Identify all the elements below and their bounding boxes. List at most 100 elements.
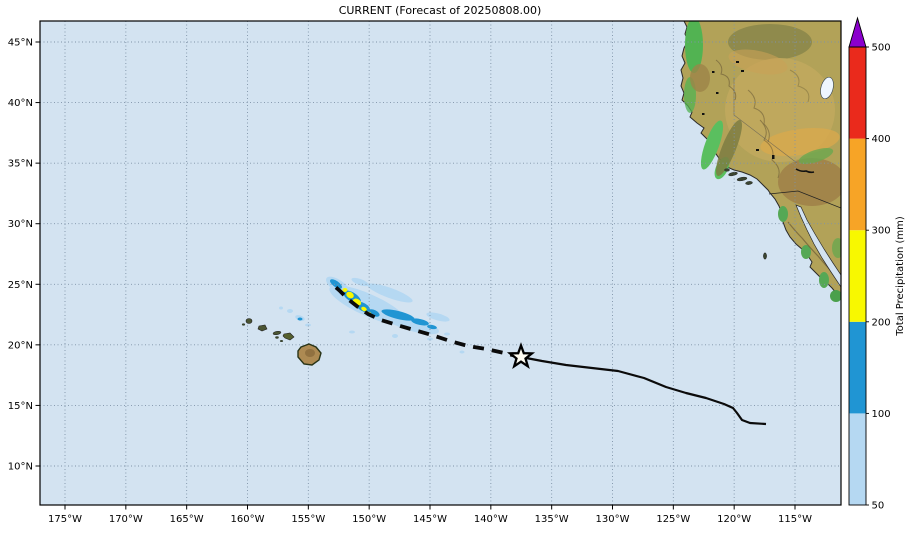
precip-blob-level-1 — [367, 283, 413, 303]
gridlines — [40, 21, 841, 505]
y-tick-label: 25°N — [8, 280, 33, 291]
lake-tahoe-mark — [716, 92, 719, 94]
precip-blob-level-1 — [392, 334, 398, 338]
colorbar-segment — [849, 413, 866, 505]
plot-border — [39, 20, 842, 506]
ridge-line — [789, 69, 810, 103]
terrain-central-valley — [700, 120, 724, 170]
terrain-klamath — [690, 64, 710, 92]
gulf-of-california — [795, 204, 841, 288]
precip-blob-level-2 — [297, 317, 303, 321]
colorbar-tick-label: 500 — [872, 43, 891, 54]
lake-mark — [756, 149, 759, 151]
x-tick-label: 160°W — [231, 514, 265, 525]
hawaii-islands — [241, 318, 322, 366]
terrain-mogollon — [798, 148, 834, 164]
terrain-green-pnw — [685, 21, 703, 73]
colorbar-over-arrow — [848, 16, 867, 48]
island-molokai — [272, 331, 282, 335]
precip-blob-level-2 — [330, 279, 342, 289]
state-border-line — [733, 78, 798, 164]
island-kauai — [245, 318, 253, 324]
x-axis: 175°W 170°W 165°W 160°W 155°W 150°W 145°W 140°W… — [48, 505, 812, 525]
colorbar-segment — [849, 47, 866, 139]
precip-blob-level-1 — [426, 312, 450, 322]
terrain-southwest — [778, 158, 841, 206]
colorbar-segment — [849, 230, 866, 322]
lake-mead-mark — [795, 168, 815, 174]
precip-blob-level-1 — [444, 332, 450, 336]
precip-blob-level-1 — [427, 337, 433, 341]
precip-blob-level-1 — [279, 306, 283, 310]
y-tick-label: 35°N — [8, 159, 33, 170]
x-tick-label: 165°W — [170, 514, 204, 525]
colorbar-tick-label: 50 — [872, 501, 885, 512]
colorbar-tick-label: 400 — [872, 134, 891, 145]
x-tick-label: 125°W — [656, 514, 690, 525]
y-tick-label: 20°N — [8, 340, 33, 351]
colorbar-outline — [848, 46, 867, 506]
terrain-baja-green-2 — [801, 245, 811, 259]
colorbar-tick-label: 200 — [872, 317, 891, 328]
y-tick-label: 40°N — [8, 98, 33, 109]
terrain-baja-green-1 — [778, 206, 788, 222]
island-oahu — [257, 324, 268, 332]
storm-track-solid — [520, 355, 767, 426]
terrain-baja-green-3 — [819, 272, 829, 288]
colorbar-tick-label: 300 — [872, 226, 891, 237]
x-tick-label: 115°W — [778, 514, 812, 525]
terrain-snake-plain — [728, 49, 788, 75]
terrain-baja-tip-green — [830, 290, 841, 302]
y-tick-label: 15°N — [8, 401, 33, 412]
terrain-sonora-green — [832, 238, 841, 258]
x-tick-label: 170°W — [109, 514, 143, 525]
x-tick-label: 175°W — [48, 514, 82, 525]
lake-mark — [702, 113, 705, 115]
precip-blob-level-2 — [411, 318, 429, 326]
precip-blob-level-1 — [349, 330, 355, 334]
x-tick-label: 140°W — [474, 514, 508, 525]
y-tick-label: 10°N — [8, 461, 33, 472]
precip-blob-level-1 — [287, 309, 293, 313]
colorbar-segment — [849, 321, 866, 414]
precip-blob-level-1 — [351, 277, 369, 287]
storm-position-star — [506, 342, 536, 370]
y-axis: 45°N 40°N 35°N 30°N 25°N 20°N 15°N 10°N — [8, 38, 40, 472]
precip-blob-level-2 — [381, 309, 415, 321]
salton-sea-mark — [772, 155, 775, 159]
precip-blob-level-3 — [342, 288, 348, 292]
great-salt-lake — [820, 76, 834, 100]
channel-islands — [724, 168, 767, 260]
precip-blob-level-1 — [305, 323, 311, 327]
precipitation-overlay — [279, 276, 465, 354]
precip-blob-level-2 — [427, 324, 437, 330]
chart-title: CURRENT (Forecast of 20250808.00) — [339, 4, 542, 17]
ridge-line — [747, 89, 770, 143]
terrain-sierra — [716, 120, 742, 176]
island-niihau — [241, 323, 246, 326]
colorbar: 50 100 200 300 400 500 — [848, 16, 891, 512]
x-tick-label: 150°W — [352, 514, 386, 525]
colorbar-segment — [849, 138, 866, 231]
baja-ridge-line — [787, 221, 835, 275]
precip-blob-level-3 — [346, 291, 354, 299]
x-tick-label: 155°W — [291, 514, 325, 525]
storm-track-dashed — [330, 282, 522, 359]
y-tick-label: 45°N — [8, 38, 33, 49]
x-tick-label: 130°W — [596, 514, 630, 525]
lake-mark — [741, 70, 744, 72]
precip-blob-level-3 — [361, 306, 367, 312]
x-tick-label: 145°W — [413, 514, 447, 525]
island-kahoolawe — [279, 340, 284, 342]
colorbar-tick-label: 100 — [872, 409, 891, 420]
x-tick-label: 135°W — [535, 514, 569, 525]
us-mexico-border-line — [768, 190, 841, 209]
big-island-summit-shading — [305, 349, 315, 357]
precip-blob-level-1 — [459, 350, 465, 354]
lake-mark — [736, 61, 739, 63]
storm-track — [330, 282, 767, 426]
colorbar-label: Total Precipitation (mm) — [895, 216, 906, 337]
land-north-america — [680, 21, 841, 302]
